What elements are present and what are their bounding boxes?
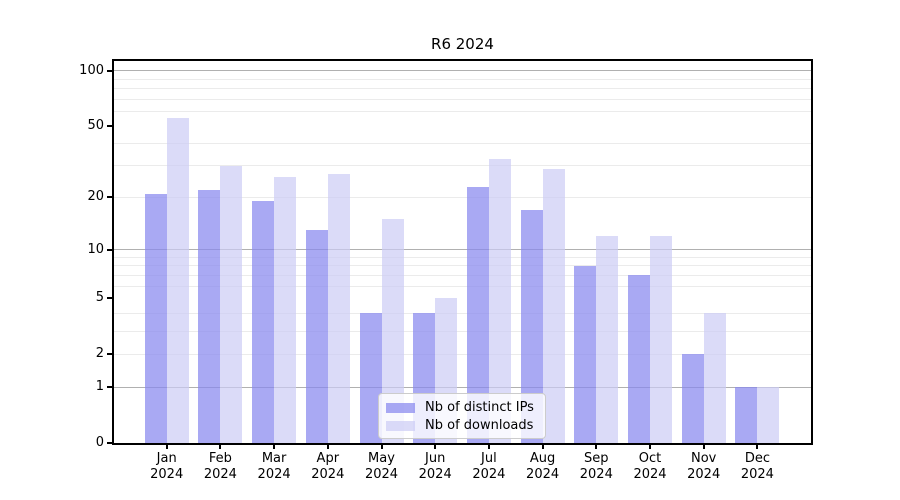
y-tick-1 [107, 386, 112, 389]
bar-jan-distinct-ips [144, 193, 167, 443]
x-tick-label-jul: Jul 2024 [472, 451, 506, 482]
bar-dec-distinct-ips [735, 387, 758, 443]
legend-label-distinct-ips: Nb of distinct IPs [425, 399, 534, 415]
bar-dec-downloads [757, 387, 780, 443]
y-tick-label-50: 50 [87, 117, 104, 133]
plot-area: 0 1 2 5 10 20 50 100 Jan 2024 Feb 2024 Mar 2024 Apr 202… [79, 59, 813, 482]
bar-aug-distinct-ips [520, 209, 543, 443]
x-tick-feb [219, 445, 222, 449]
minor-gridline-30 [114, 165, 811, 167]
major-gridline-1 [114, 386, 811, 388]
legend-item-distinct-ips: Nb of distinct IPs [386, 399, 537, 416]
minor-gridline-20 [114, 196, 811, 198]
y-tick-20 [107, 196, 112, 199]
bar-nov-distinct-ips [681, 354, 704, 443]
major-gridline-10 [114, 249, 811, 251]
x-tick-label-dec: Dec 2024 [740, 451, 774, 482]
x-tick-jun [434, 445, 437, 449]
bar-mar-downloads [274, 177, 297, 443]
x-tick-label-may: May 2024 [364, 451, 399, 482]
y-tick-label-20: 20 [87, 189, 104, 205]
y-tick-label-2: 2 [95, 346, 104, 362]
x-tick-aug [541, 445, 544, 449]
x-tick-jan [165, 445, 168, 449]
x-tick-label-aug: Aug 2024 [526, 451, 560, 482]
x-tick-label-oct: Oct 2024 [633, 451, 667, 482]
minor-gridline-80 [114, 87, 811, 89]
bar-apr-downloads [327, 174, 350, 443]
y-tick-10 [107, 248, 112, 251]
x-tick-jul [487, 445, 490, 449]
bar-aug-downloads [542, 168, 565, 443]
legend: Nb of distinct IPs Nb of downloads [378, 393, 546, 439]
x-tick-may [380, 445, 383, 449]
minor-gridline-4 [114, 312, 811, 314]
chart-title: R6 2024 [431, 35, 494, 53]
minor-gridline-7 [114, 274, 811, 276]
x-tick-label-feb: Feb 2024 [203, 451, 237, 482]
x-tick-sep [595, 445, 598, 449]
x-tick-mar [273, 445, 276, 449]
bar-apr-distinct-ips [305, 230, 328, 443]
x-tick-oct [649, 445, 651, 449]
bar-jul-downloads [488, 158, 511, 443]
y-tick-label-100: 100 [79, 62, 104, 78]
y-tick-100 [107, 69, 112, 72]
bar-may-distinct-ips [359, 313, 382, 443]
y-tick-50 [107, 124, 112, 127]
x-tick-label-nov: Nov 2024 [687, 451, 721, 482]
legend-item-downloads: Nb of downloads [386, 417, 537, 434]
minor-gridline-9 [114, 256, 811, 258]
y-tick-0 [107, 442, 112, 444]
bar-mar-distinct-ips [252, 201, 275, 443]
x-tick-label-mar: Mar 2024 [257, 451, 291, 482]
y-tick-2 [107, 353, 112, 356]
y-tick-label-10: 10 [87, 241, 104, 257]
x-tick-nov [702, 445, 705, 449]
legend-swatch-distinct-ips [386, 402, 415, 413]
y-tick-5 [107, 297, 112, 300]
bar-feb-downloads [220, 165, 243, 443]
minor-gridline-60 [114, 110, 811, 112]
minor-gridline-2 [114, 353, 811, 355]
minor-gridline-90 [114, 78, 811, 80]
legend-label-downloads: Nb of downloads [425, 417, 534, 433]
bar-feb-distinct-ips [198, 190, 221, 443]
x-tick-label-jan: Jan 2024 [150, 451, 184, 482]
minor-gridline-70 [114, 98, 811, 100]
bar-oct-downloads [650, 236, 672, 443]
x-tick-apr [326, 445, 329, 449]
y-tick-label-0: 0 [95, 435, 104, 450]
bar-jan-downloads [166, 118, 189, 443]
minor-gridline-6 [114, 285, 811, 287]
major-gridline-100 [114, 70, 811, 72]
minor-gridline-3 [114, 330, 811, 332]
x-tick-label-jun: Jun 2024 [418, 451, 452, 482]
x-tick-label-sep: Sep 2024 [579, 451, 613, 482]
x-tick-label-apr: Apr 2024 [311, 451, 345, 482]
bar-nov-downloads [703, 313, 726, 443]
bar-jul-distinct-ips [466, 186, 489, 443]
bar-oct-distinct-ips [628, 275, 650, 443]
y-tick-label-1: 1 [95, 379, 104, 395]
bar-may-downloads [381, 219, 404, 443]
legend-swatch-downloads [386, 420, 415, 431]
minor-gridline-40 [114, 142, 811, 144]
bar-sep-distinct-ips [574, 265, 597, 443]
bar-sep-downloads [596, 236, 619, 443]
y-tick-label-5: 5 [95, 290, 104, 306]
minor-gridline-8 [114, 265, 811, 267]
x-tick-dec [756, 445, 759, 449]
